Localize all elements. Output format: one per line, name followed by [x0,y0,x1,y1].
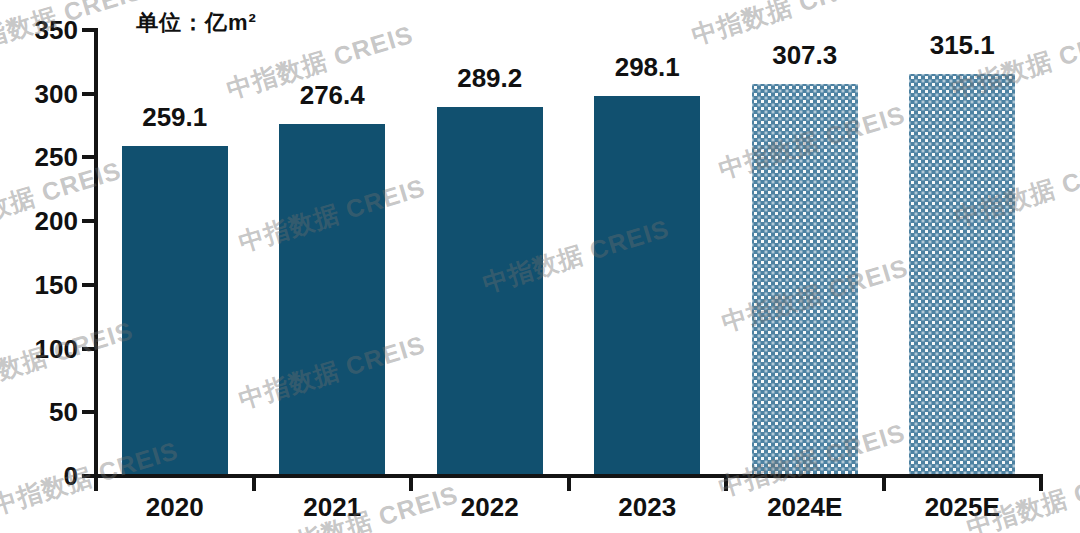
y-axis-tick-label: 250 [4,142,78,172]
x-axis-tick [567,478,571,491]
x-axis-tick [1039,478,1043,491]
x-axis-label-2021: 2021 [262,492,402,523]
bar-value-label: 315.1 [892,30,1032,61]
y-axis-tick [82,28,94,32]
bar-value-label: 276.4 [262,80,402,111]
y-axis-tick-label: 0 [4,461,78,491]
y-axis-tick-label: 200 [4,206,78,236]
x-axis-tick [252,478,256,491]
x-axis-label-2024e: 2024E [735,492,875,523]
x-axis-label-2022: 2022 [420,492,560,523]
x-axis-tick [409,478,413,491]
y-axis-tick [82,283,94,287]
bar-2024e [752,84,858,474]
bar-value-label: 307.3 [735,40,875,71]
y-axis-tick-label: 350 [4,15,78,45]
x-axis-label-2025e: 2025E [892,492,1032,523]
bar-2021 [279,124,385,474]
y-axis-tick-label: 150 [4,270,78,300]
x-axis-tick [724,478,728,491]
x-axis-tick [882,478,886,491]
bar-value-label: 298.1 [577,52,717,83]
unit-label: 单位：亿m² [136,8,257,38]
y-axis-tick-label: 50 [4,397,78,427]
bar-value-label: 259.1 [105,102,245,133]
y-axis-line [94,28,98,478]
y-axis-tick [82,155,94,159]
bar-value-label: 289.2 [420,63,560,94]
y-axis-tick [82,474,94,478]
bar-2022 [437,107,543,474]
y-axis-tick [82,92,94,96]
y-axis-tick [82,219,94,223]
x-axis-label-2020: 2020 [105,492,245,523]
y-axis-tick [82,410,94,414]
bar-2025e [909,74,1015,474]
y-axis-tick-label: 300 [4,79,78,109]
x-axis-line [82,474,1043,478]
bar-2020 [122,146,228,474]
x-axis-tick [94,478,98,491]
y-axis-tick-label: 100 [4,334,78,364]
bar-chart: 单位：亿m² 0 50 100 150 200 250 300 350 259.1 2020 276… [0,0,1080,533]
bar-2023 [594,96,700,474]
x-axis-label-2023: 2023 [577,492,717,523]
y-axis-tick [82,347,94,351]
